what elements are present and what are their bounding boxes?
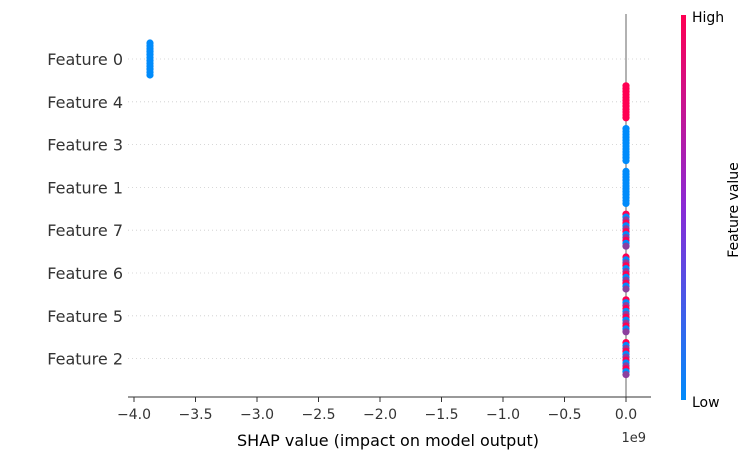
shap-point [622,242,630,250]
shap-point [622,157,630,165]
shap-point [622,114,630,122]
feature-label-feature-3: Feature 3 [47,136,123,155]
shap-point [146,71,154,79]
x-axis-title: SHAP value (impact on model output) [237,431,539,450]
x-tick-label: −2.5 [302,407,336,423]
shap-point [622,285,630,293]
shap-point [622,371,630,379]
x-axis-offset-label: 1e9 [621,431,646,446]
shap-point [622,328,630,336]
x-tick-label: −0.5 [548,407,582,423]
feature-label-feature-2: Feature 2 [47,350,123,369]
x-tick-label: −1.5 [425,407,459,423]
shap-point [622,199,630,207]
feature-label-feature-0: Feature 0 [47,50,123,69]
x-axis-ticks: −4.0 −3.5 −3.0 −2.5 −2.0 −1.5 −1.0 −0.5 0.0 [117,397,637,423]
feature-label-feature-1: Feature 1 [47,178,123,197]
colorbar-low-label: Low [692,395,720,411]
feature-label-feature-5: Feature 5 [47,307,123,326]
shap-points [146,39,630,379]
feature-label-feature-4: Feature 4 [47,93,123,112]
feature-label-feature-7: Feature 7 [47,221,123,240]
x-tick-label: −4.0 [117,407,151,423]
colorbar [681,15,686,400]
feature-gridlines [128,58,651,360]
colorbar-high-label: High [692,10,724,26]
x-tick-label: −2.0 [363,407,397,423]
x-tick-label: −3.5 [179,407,213,423]
colorbar-title: Feature value [726,162,742,258]
feature-label-feature-6: Feature 6 [47,264,123,283]
x-tick-label: −1.0 [486,407,520,423]
feature-labels: Feature 0 Feature 4 Feature 3 Feature 1 Feat… [47,50,123,369]
x-tick-label: 0.0 [615,407,637,423]
x-tick-label: −3.0 [240,407,274,423]
